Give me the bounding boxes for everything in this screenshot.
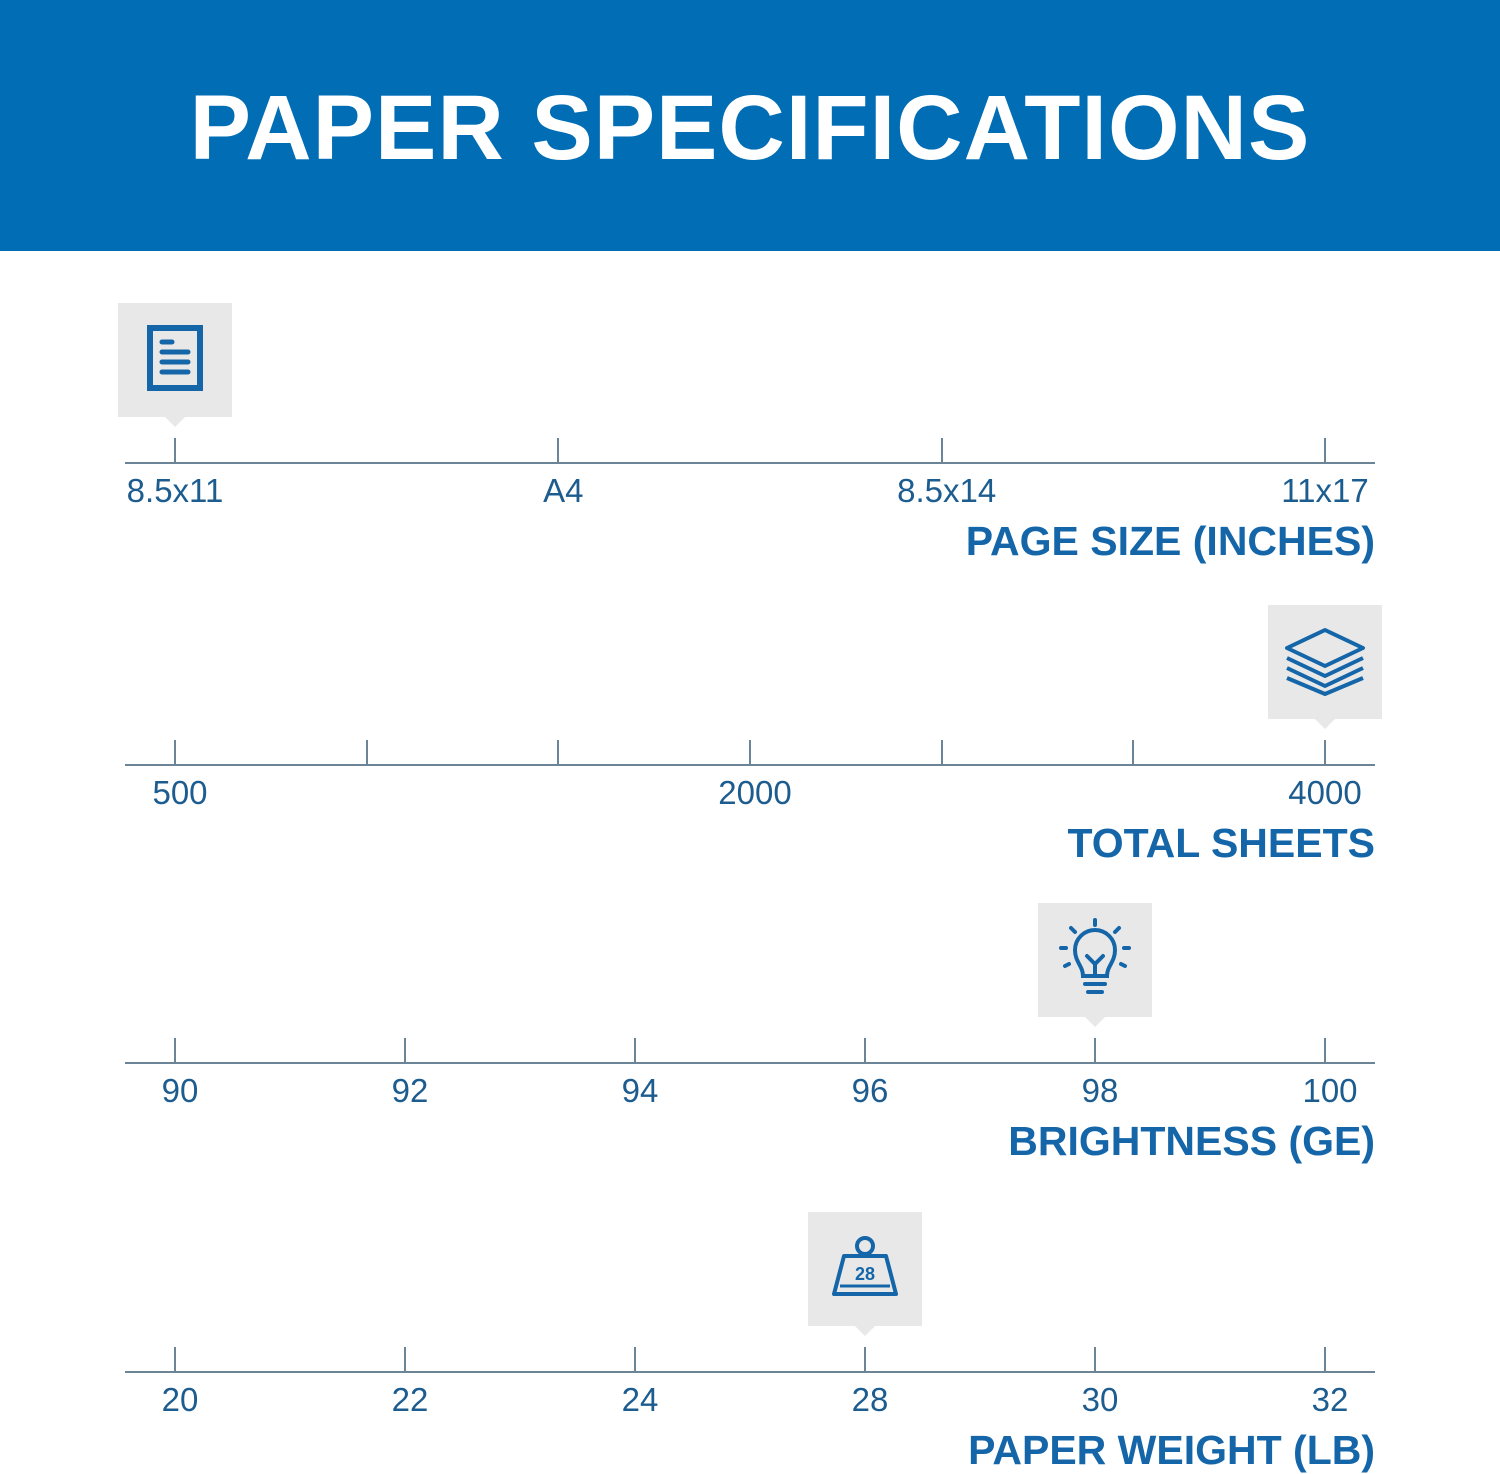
document-icon <box>146 324 204 397</box>
tick-mark <box>404 1038 406 1062</box>
weight-icon: 28 <box>830 1234 900 1305</box>
tick-label: 20 <box>161 1381 199 1418</box>
tick-mark <box>940 438 943 462</box>
tick-mark <box>1324 1038 1326 1062</box>
header-banner: PAPER SPECIFICATIONS <box>0 0 1500 251</box>
tick-label: 92 <box>391 1072 429 1109</box>
tick-mark <box>174 740 176 764</box>
tick-label: 100 <box>1302 1072 1358 1109</box>
tick-mark <box>1132 740 1135 764</box>
tick-label: 4000 <box>1288 774 1362 811</box>
tick-mark <box>864 1347 866 1371</box>
spec-title: BRIGHTNESS (GE) <box>1008 1118 1375 1164</box>
tick-mark <box>557 438 560 462</box>
tick-mark <box>634 1347 636 1371</box>
tick-mark <box>940 740 943 764</box>
tick-label: 8.5x14 <box>897 472 997 509</box>
tick-mark <box>174 438 176 462</box>
spec-title: PAPER WEIGHT (LB) <box>968 1427 1375 1473</box>
tick-mark <box>365 740 368 764</box>
tick-label: A4 <box>543 472 584 509</box>
tick-mark <box>634 1038 636 1062</box>
spec-title: PAGE SIZE (INCHES) <box>965 518 1375 564</box>
paper-stack-icon <box>1283 624 1367 701</box>
tick-mark <box>864 1038 866 1062</box>
lightbulb-icon <box>1057 916 1133 1005</box>
tick-label: 11x17 <box>1281 472 1369 509</box>
tick-label: 90 <box>161 1072 199 1109</box>
tick-label: 30 <box>1081 1381 1119 1418</box>
tick-mark <box>1324 438 1326 462</box>
tick-mark <box>174 1038 176 1062</box>
tick-mark <box>557 740 560 764</box>
tick-label: 22 <box>391 1381 429 1418</box>
tick-mark <box>1324 740 1326 764</box>
tick-label: 2000 <box>718 774 792 811</box>
selected-value-marker: 28 <box>808 1212 922 1336</box>
tick-mark <box>1324 1347 1326 1371</box>
tick-mark <box>404 1347 406 1371</box>
tick-label: 500 <box>152 774 208 811</box>
tick-label: 24 <box>621 1381 659 1418</box>
tick-label: 8.5x11 <box>126 472 224 509</box>
tick-mark <box>174 1347 176 1371</box>
selected-value-marker <box>1038 903 1152 1027</box>
axis-line <box>125 764 1375 766</box>
selected-value-marker <box>118 303 232 427</box>
axis-line <box>125 1371 1375 1373</box>
selected-value-marker <box>1268 605 1382 729</box>
tick-mark <box>1094 1038 1096 1062</box>
page-title: PAPER SPECIFICATIONS <box>189 77 1311 179</box>
tick-label: 96 <box>851 1072 889 1109</box>
axis-line <box>125 462 1375 464</box>
axis-line <box>125 1062 1375 1064</box>
tick-label: 94 <box>621 1072 659 1109</box>
svg-text:28: 28 <box>855 1264 875 1284</box>
tick-mark <box>749 740 751 764</box>
tick-label: 32 <box>1311 1381 1349 1418</box>
tick-mark <box>1094 1347 1096 1371</box>
spec-title: TOTAL SHEETS <box>1067 820 1375 866</box>
tick-label: 98 <box>1081 1072 1119 1109</box>
tick-label: 28 <box>851 1381 889 1418</box>
